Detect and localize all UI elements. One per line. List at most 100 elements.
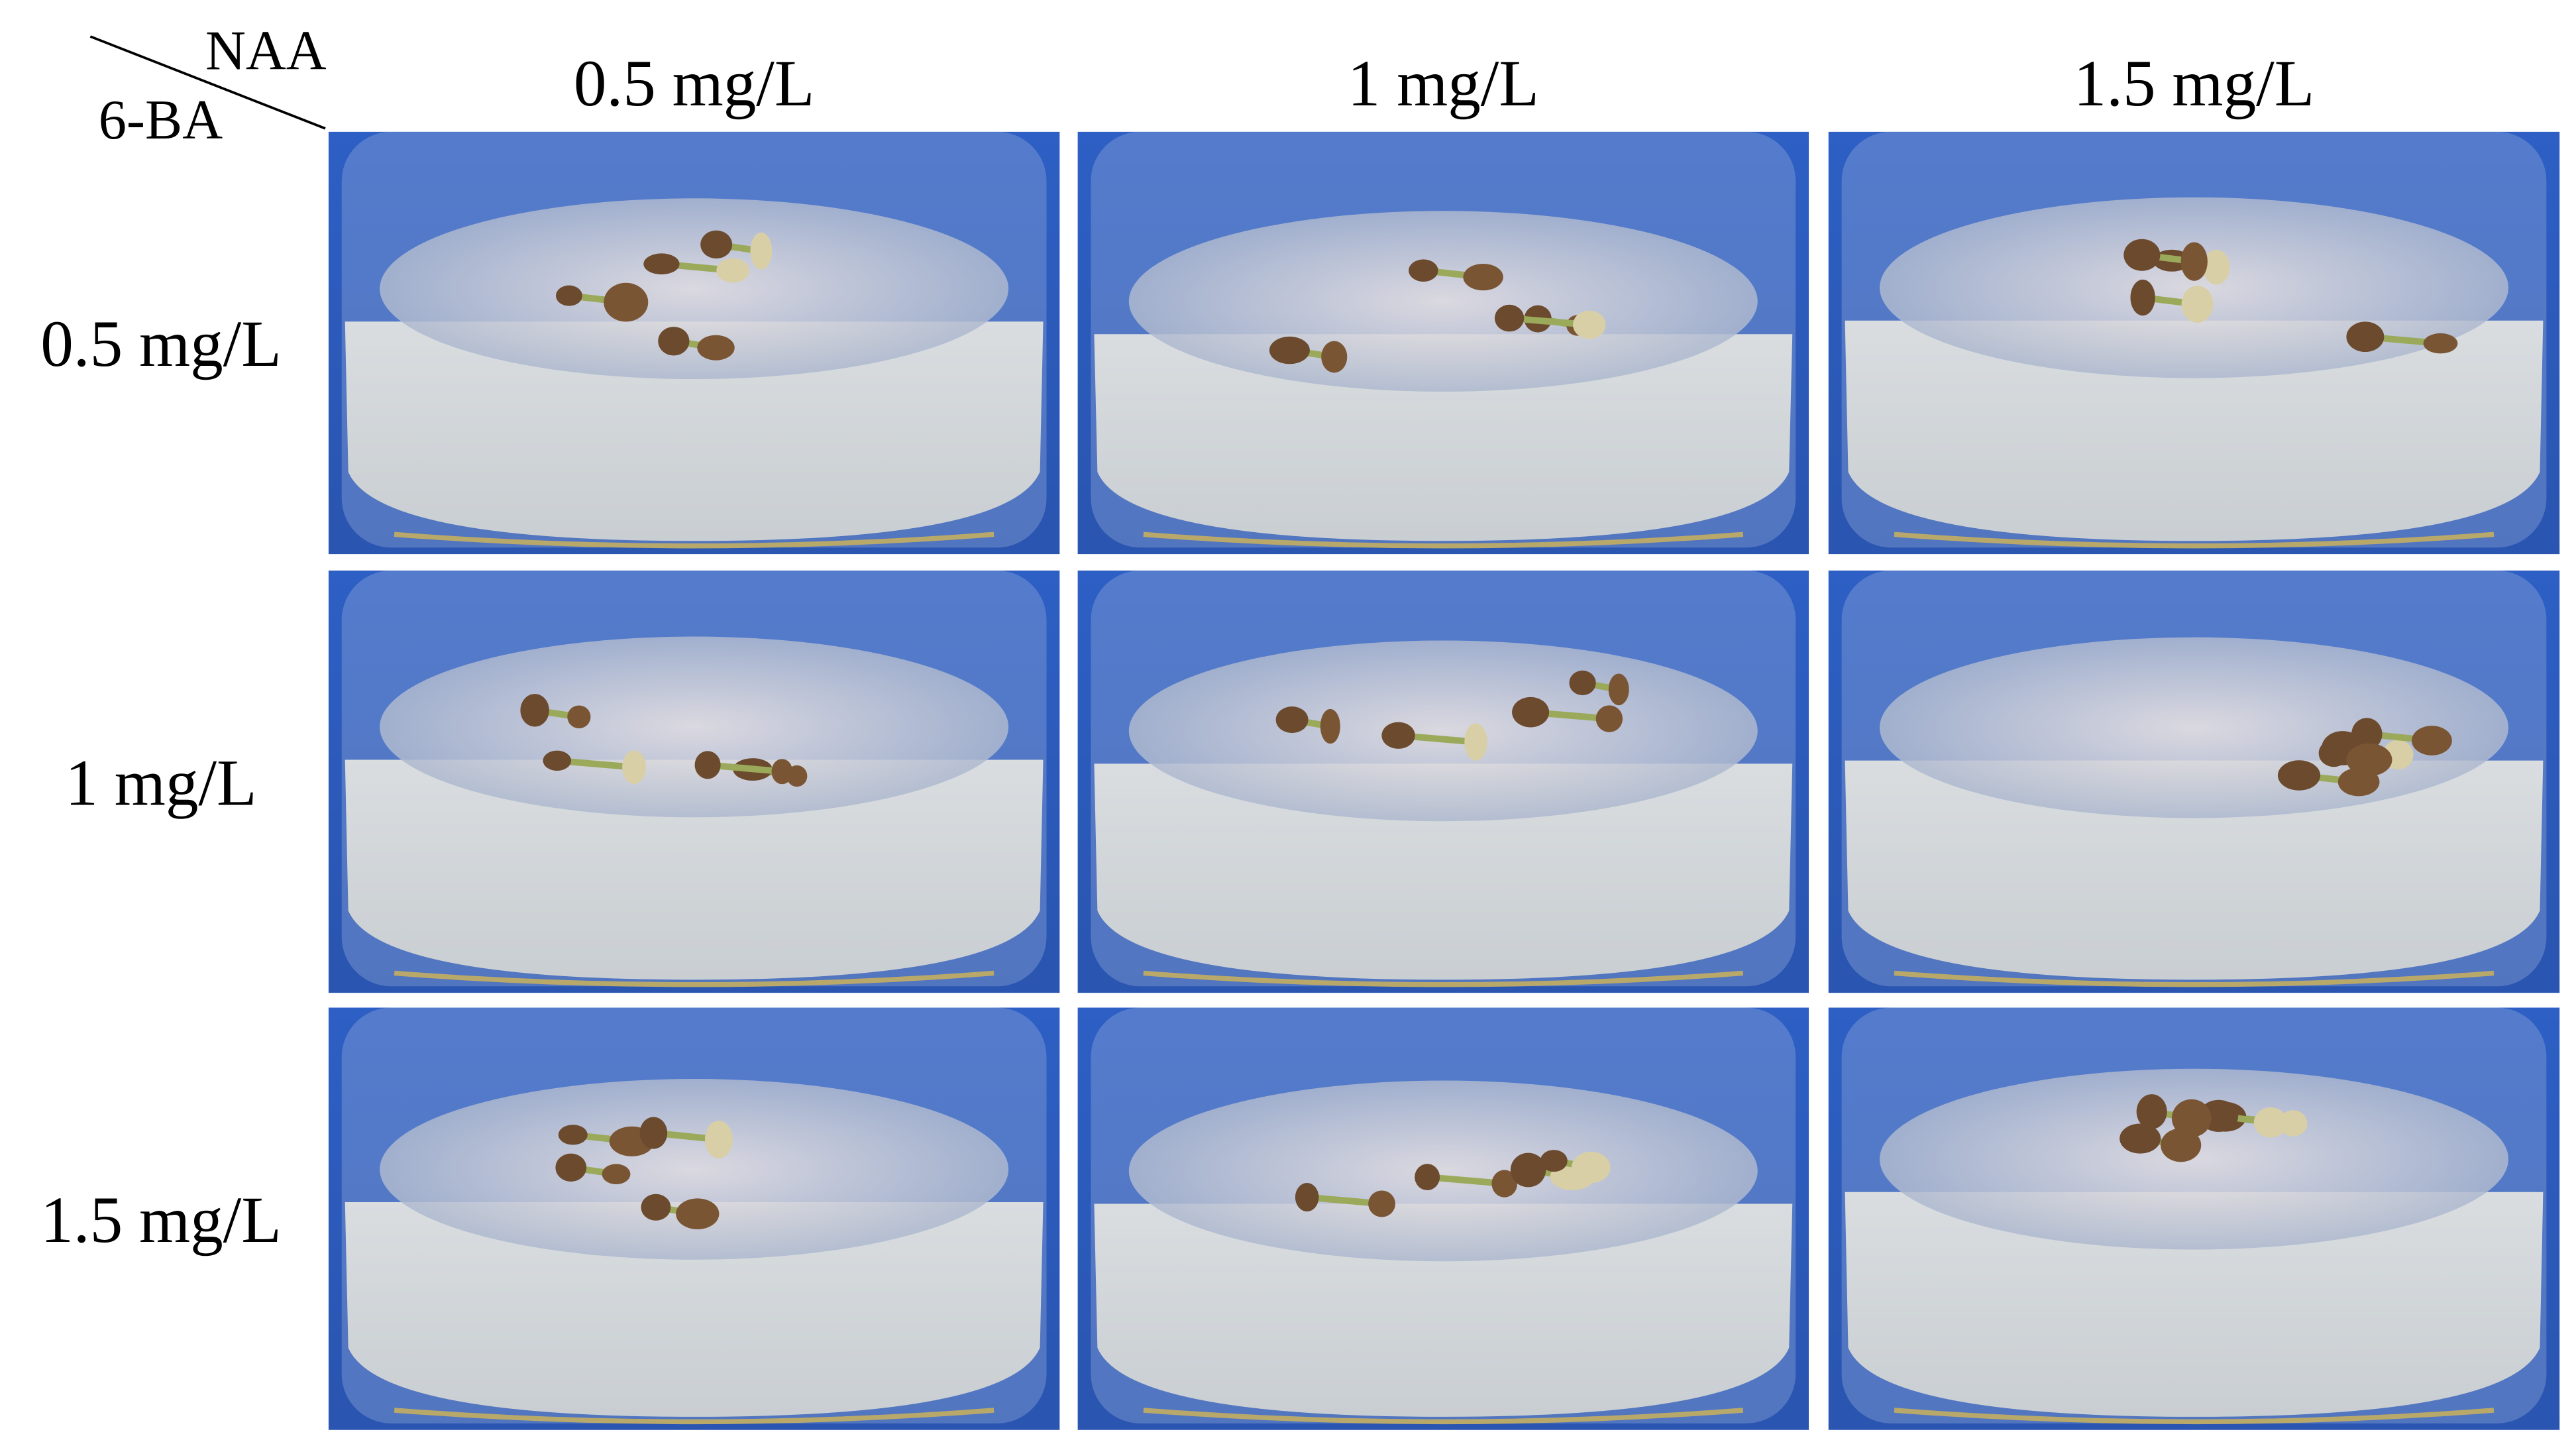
explant-callus	[1595, 705, 1623, 732]
explant-callus	[750, 232, 773, 270]
explant-callus	[2180, 242, 2208, 281]
medium-surface	[1128, 211, 1758, 392]
explant-callus	[676, 1198, 720, 1229]
culture-medium	[345, 1202, 1044, 1417]
explant-callus	[543, 750, 572, 771]
explant-callus	[643, 253, 680, 275]
explant-callus	[2123, 239, 2161, 271]
explant-callus	[567, 705, 591, 729]
explant-callus	[1320, 708, 1340, 744]
medium-surface	[1880, 637, 2508, 818]
medium-surface	[1128, 1080, 1758, 1262]
explant-callus	[639, 1117, 668, 1149]
jar-base	[394, 1408, 994, 1425]
medium-surface	[380, 636, 1009, 818]
row-factor-label: 6-BA	[99, 89, 223, 151]
explant-callus	[716, 258, 749, 283]
column-label: 1.5 mg/L	[2074, 48, 2315, 120]
explant-callus	[1464, 723, 1487, 761]
explant-callus	[1569, 670, 1596, 696]
explant-callus	[1512, 697, 1550, 728]
jar-base	[1894, 531, 2495, 549]
explant-callus	[2181, 286, 2214, 323]
culture-photo	[1077, 570, 1809, 993]
explant-callus	[604, 282, 649, 322]
explant-callus	[1540, 1150, 1568, 1172]
explant-callus	[555, 285, 582, 306]
explant-callus	[700, 230, 733, 259]
medium-surface	[380, 198, 1009, 380]
culture-photo	[328, 570, 1060, 993]
explant-stem	[1424, 1174, 1508, 1188]
explant-callus	[2277, 760, 2321, 791]
explant-callus	[771, 759, 793, 785]
culture-medium	[1094, 334, 1793, 541]
culture-medium	[1094, 1203, 1793, 1417]
explant-callus	[2423, 333, 2458, 354]
row-label: 0.5 mg/L	[40, 308, 282, 380]
explant-callus	[658, 327, 690, 356]
row-label: 1.5 mg/L	[40, 1184, 282, 1256]
explant-callus	[622, 750, 646, 785]
explant-callus	[1321, 341, 1348, 373]
jar-base	[1143, 531, 1744, 549]
explant-callus	[2351, 718, 2383, 750]
explant-callus	[2253, 1107, 2288, 1138]
explant-callus	[1381, 722, 1415, 749]
jar-base	[1143, 970, 1744, 987]
explant-callus	[558, 1125, 588, 1145]
explant-callus	[1608, 673, 1629, 706]
explant-callus	[1463, 264, 1503, 291]
culture-medium	[345, 321, 1044, 541]
explant-callus	[2318, 739, 2349, 767]
jar-base	[394, 531, 994, 549]
explant-callus	[1572, 1151, 1611, 1184]
explant-callus	[1510, 1152, 1546, 1188]
jar-base	[394, 970, 994, 987]
column-factor-label: NAA	[205, 21, 327, 82]
culture-medium	[1845, 760, 2544, 980]
column-label: 1 mg/L	[1348, 48, 1539, 120]
explant-callus	[2202, 249, 2230, 285]
culture-photo	[1828, 1007, 2560, 1430]
jar-base	[1894, 970, 2495, 987]
explant-callus	[2120, 1123, 2161, 1154]
explant-callus	[641, 1194, 671, 1221]
explant-callus	[697, 335, 735, 361]
explant-callus	[704, 1121, 733, 1158]
culture-photo	[328, 1007, 1060, 1430]
explant-callus	[2136, 1094, 2167, 1129]
explant-callus	[2346, 743, 2392, 777]
explant-callus	[2171, 1099, 2212, 1137]
row-label: 1 mg/L	[65, 747, 256, 819]
explant-callus	[1368, 1190, 1395, 1217]
medium-surface	[1880, 1068, 2508, 1250]
explant-callus	[1494, 304, 1525, 332]
explant-callus	[1415, 1164, 1440, 1191]
explant-callus	[694, 751, 721, 779]
culture-medium	[1094, 763, 1793, 980]
explant-callus	[1295, 1183, 1319, 1212]
explant-callus	[520, 694, 549, 727]
corner-diagonal	[89, 35, 326, 130]
jar-base	[1894, 1408, 2495, 1425]
explant-callus	[1269, 336, 1310, 364]
culture-photo	[1828, 131, 2560, 555]
explant-callus	[1275, 706, 1309, 734]
explant-callus	[2412, 726, 2452, 755]
explant-callus	[602, 1164, 631, 1184]
culture-medium	[1845, 1192, 2544, 1417]
column-label: 0.5 mg/L	[574, 48, 815, 120]
culture-photo	[1828, 570, 2560, 993]
culture-medium	[345, 759, 1044, 980]
culture-medium	[1845, 320, 2544, 541]
explant-callus	[555, 1153, 587, 1182]
explant-callus	[1491, 1170, 1518, 1198]
jar-base	[1143, 1408, 1744, 1425]
culture-photo	[1077, 1007, 1809, 1430]
medium-surface	[380, 1079, 1009, 1260]
culture-photo	[328, 131, 1060, 555]
explant-callus	[1409, 259, 1438, 282]
